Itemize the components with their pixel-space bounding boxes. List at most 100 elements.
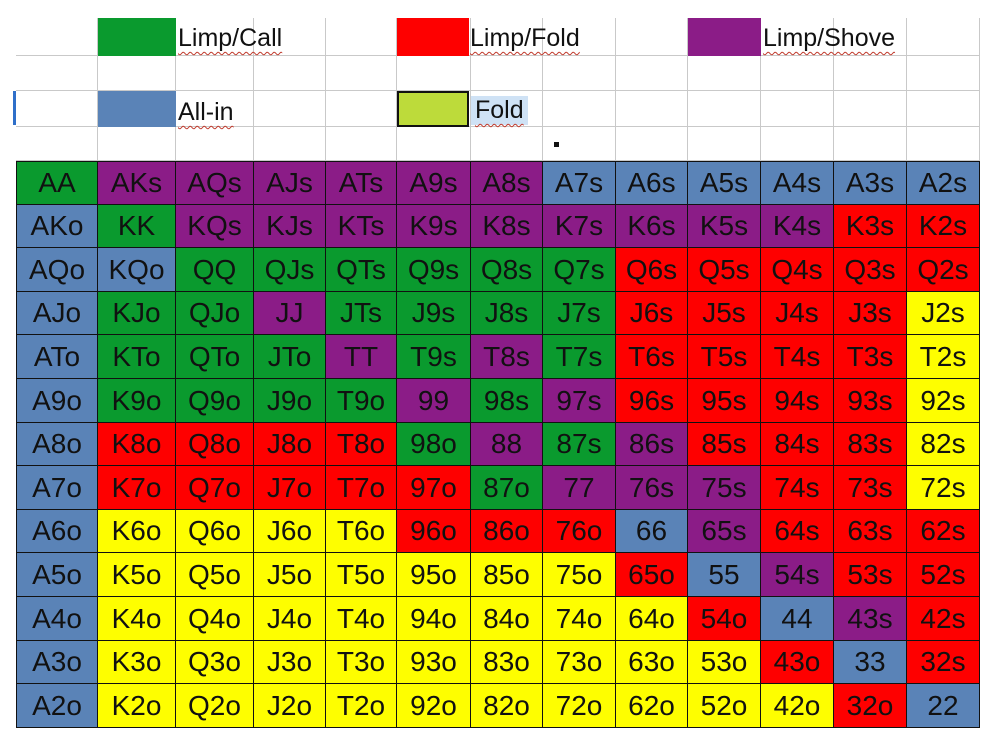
sheet-cell[interactable]	[326, 18, 397, 56]
sheet-cell[interactable]	[907, 18, 980, 56]
hand-cell[interactable]: AKo	[16, 205, 98, 248]
hand-cell[interactable]: Q9s	[397, 248, 471, 292]
hand-cell[interactable]: T7s	[543, 335, 616, 379]
hand-cell[interactable]: T3o	[326, 641, 397, 684]
hand-cell[interactable]: 86s	[616, 423, 688, 466]
hand-cell[interactable]: J8o	[254, 423, 326, 466]
hand-cell[interactable]: A3s	[834, 161, 907, 205]
hand-cell[interactable]: 43s	[834, 597, 907, 641]
hand-cell[interactable]: 54s	[761, 553, 834, 597]
hand-cell[interactable]: Q8s	[471, 248, 543, 292]
sheet-cell[interactable]	[761, 18, 834, 56]
hand-cell[interactable]: Q5o	[176, 553, 254, 597]
legend-swatch-limp-fold[interactable]	[397, 18, 469, 56]
hand-cell[interactable]: 74o	[543, 597, 616, 641]
hand-cell[interactable]: 55	[688, 553, 761, 597]
hand-cell[interactable]: T4s	[761, 335, 834, 379]
hand-cell[interactable]: 52s	[907, 553, 980, 597]
hand-cell[interactable]: KTo	[98, 335, 176, 379]
sheet-cell[interactable]	[176, 56, 254, 91]
hand-cell[interactable]: 85o	[471, 553, 543, 597]
sheet-cell[interactable]	[834, 56, 907, 91]
hand-cell[interactable]: T9o	[326, 379, 397, 423]
hand-cell[interactable]: K5s	[688, 205, 761, 248]
hand-cell[interactable]: K8o	[98, 423, 176, 466]
sheet-cell[interactable]	[688, 91, 761, 127]
hand-cell[interactable]: 32s	[907, 641, 980, 684]
hand-cell[interactable]: K8s	[471, 205, 543, 248]
hand-cell[interactable]: A5o	[16, 553, 98, 597]
legend-label-limp-fold[interactable]: Limp/Fold	[470, 24, 580, 52]
sheet-cell[interactable]	[16, 91, 98, 127]
hand-cell[interactable]: A4s	[761, 161, 834, 205]
hand-cell[interactable]: A4o	[16, 597, 98, 641]
hand-cell[interactable]: AKs	[98, 161, 176, 205]
hand-cell[interactable]: A8s	[471, 161, 543, 205]
legend-label-fold[interactable]: Fold	[471, 96, 528, 125]
sheet-cell[interactable]	[397, 127, 471, 161]
sheet-cell[interactable]	[834, 18, 907, 56]
hand-cell[interactable]: KQs	[176, 205, 254, 248]
hand-cell[interactable]: 93s	[834, 379, 907, 423]
hand-cell[interactable]: Q2s	[907, 248, 980, 292]
sheet-cell[interactable]	[254, 56, 326, 91]
hand-cell[interactable]: 76o	[543, 510, 616, 553]
legend-label-all-in[interactable]: All-in	[178, 98, 234, 126]
sheet-cell[interactable]	[16, 56, 98, 91]
hand-cell[interactable]: QTs	[326, 248, 397, 292]
hand-cell[interactable]: A6s	[616, 161, 688, 205]
hand-cell[interactable]: 63s	[834, 510, 907, 553]
hand-cell[interactable]: K2s	[907, 205, 980, 248]
hand-cell[interactable]: J8s	[471, 292, 543, 335]
hand-cell[interactable]: KQo	[98, 248, 176, 292]
sheet-cell[interactable]	[326, 91, 397, 127]
sheet-cell[interactable]	[254, 127, 326, 161]
hand-cell[interactable]: K9o	[98, 379, 176, 423]
hand-cell[interactable]: 85s	[688, 423, 761, 466]
hand-cell[interactable]: AQs	[176, 161, 254, 205]
hand-cell[interactable]: 95s	[688, 379, 761, 423]
hand-cell[interactable]: 32o	[834, 684, 907, 728]
hand-cell[interactable]: 64o	[616, 597, 688, 641]
hand-cell[interactable]: JTs	[326, 292, 397, 335]
hand-cell[interactable]: 76s	[616, 466, 688, 510]
hand-cell[interactable]: J6s	[616, 292, 688, 335]
sheet-cell[interactable]	[16, 18, 98, 56]
hand-cell[interactable]: T2o	[326, 684, 397, 728]
sheet-cell[interactable]	[688, 56, 761, 91]
hand-cell[interactable]: A5s	[688, 161, 761, 205]
hand-cell[interactable]: T5o	[326, 553, 397, 597]
hand-cell[interactable]: A7o	[16, 466, 98, 510]
hand-cell[interactable]: Q4o	[176, 597, 254, 641]
hand-cell[interactable]: T6o	[326, 510, 397, 553]
hand-cell[interactable]: K6s	[616, 205, 688, 248]
hand-cell[interactable]: J3o	[254, 641, 326, 684]
hand-cell[interactable]: Q9o	[176, 379, 254, 423]
hand-cell[interactable]: QJo	[176, 292, 254, 335]
hand-cell[interactable]: T6s	[616, 335, 688, 379]
hand-cell[interactable]: 95o	[397, 553, 471, 597]
hand-cell[interactable]: T9s	[397, 335, 471, 379]
sheet-cell[interactable]	[176, 91, 254, 127]
sheet-cell[interactable]	[326, 127, 397, 161]
sheet-cell[interactable]	[543, 18, 616, 56]
sheet-cell[interactable]	[688, 127, 761, 161]
hand-cell[interactable]: A2o	[16, 684, 98, 728]
hand-cell[interactable]: 88	[471, 423, 543, 466]
hand-cell[interactable]: J6o	[254, 510, 326, 553]
hand-cell[interactable]: J7o	[254, 466, 326, 510]
hand-cell[interactable]: A7s	[543, 161, 616, 205]
legend-label-limp-shove[interactable]: Limp/Shove	[763, 24, 896, 52]
sheet-cell[interactable]	[543, 91, 616, 127]
hand-cell[interactable]: 66	[616, 510, 688, 553]
hand-cell[interactable]: AA	[16, 161, 98, 205]
hand-cell[interactable]: Q3s	[834, 248, 907, 292]
hand-cell[interactable]: 83s	[834, 423, 907, 466]
hand-cell[interactable]: 96o	[397, 510, 471, 553]
sheet-cell[interactable]	[616, 91, 688, 127]
hand-cell[interactable]: KTs	[326, 205, 397, 248]
hand-cell[interactable]: T8o	[326, 423, 397, 466]
legend-swatch-limp-shove[interactable]	[688, 18, 761, 56]
hand-cell[interactable]: 87s	[543, 423, 616, 466]
hand-cell[interactable]: 84o	[471, 597, 543, 641]
